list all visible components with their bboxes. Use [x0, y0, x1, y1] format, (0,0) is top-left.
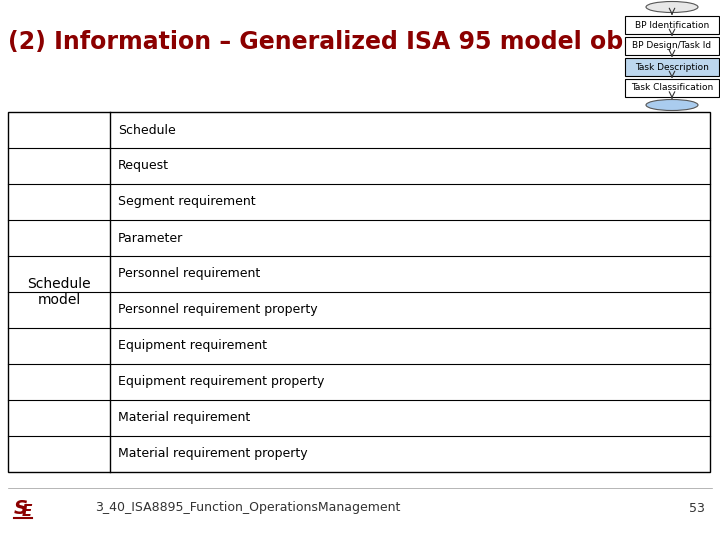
Text: Equipment requirement property: Equipment requirement property	[118, 375, 325, 388]
Bar	[8, 112, 710, 472]
Text: Personnel requirement: Personnel requirement	[118, 267, 260, 280]
Ellipse shape	[646, 2, 698, 12]
Text: Request: Request	[118, 159, 169, 172]
Text: Task Classification: Task Classification	[631, 84, 713, 92]
Text: Schedule
model: Schedule model	[27, 277, 91, 307]
Text: Equipment requirement: Equipment requirement	[118, 340, 267, 353]
Text: Material requirement property: Material requirement property	[118, 448, 307, 461]
Text: E: E	[22, 504, 32, 519]
Text: 3_40_ISA8895_Function_OperationsManagement: 3_40_ISA8895_Function_OperationsManageme…	[95, 502, 400, 515]
Text: Segment requirement: Segment requirement	[118, 195, 256, 208]
Text: Personnel requirement property: Personnel requirement property	[118, 303, 318, 316]
Bar	[625, 79, 719, 97]
Text: (2) Information – Generalized ISA 95 model ob: (2) Information – Generalized ISA 95 mod…	[8, 30, 624, 54]
Bar	[625, 16, 719, 34]
Bar	[625, 58, 719, 76]
Text: BP Identification: BP Identification	[635, 21, 709, 30]
Text: Material requirement: Material requirement	[118, 411, 251, 424]
Text: Schedule: Schedule	[118, 124, 176, 137]
Bar	[625, 37, 719, 55]
Text: S: S	[14, 498, 28, 517]
Text: 53: 53	[689, 502, 705, 515]
Text: Parameter: Parameter	[118, 232, 184, 245]
Text: BP Design/Task Id: BP Design/Task Id	[632, 42, 711, 51]
Ellipse shape	[646, 99, 698, 111]
Text: Task Description: Task Description	[635, 63, 709, 71]
